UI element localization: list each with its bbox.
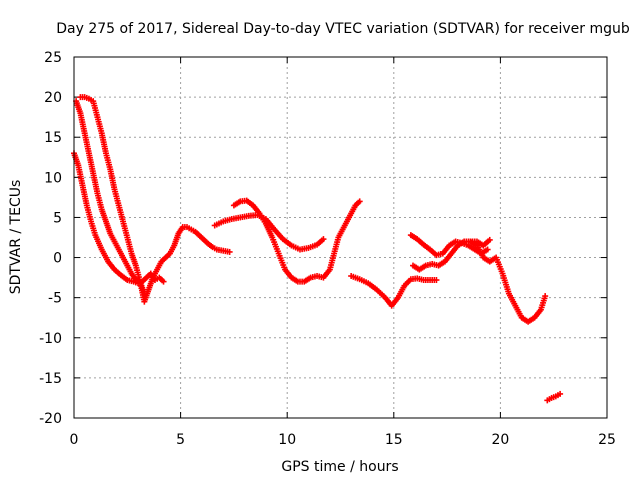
- y-tick-label: 15: [44, 130, 62, 146]
- data-point: [484, 246, 491, 253]
- data-points: [71, 94, 564, 404]
- y-tick-label: -5: [48, 291, 62, 307]
- series-track-8: [409, 238, 549, 325]
- series-track-4: [211, 212, 327, 253]
- y-tick-label: 10: [44, 170, 62, 186]
- y-tick-label: 20: [44, 90, 62, 106]
- x-axis-label: GPS time / hours: [281, 459, 398, 475]
- data-point: [160, 278, 167, 285]
- x-tick-label: 0: [70, 432, 79, 448]
- data-point: [356, 198, 363, 205]
- axis-ticks: 0 5 10 15 20 25 -20 -15 -10 -5 0 5 10 15 20 25: [39, 50, 616, 448]
- series-track-3: [77, 94, 233, 305]
- data-point: [320, 236, 327, 243]
- series-track-10: [544, 390, 564, 404]
- chart-title: Day 275 of 2017, Sidereal Day-to-day VTE…: [56, 21, 630, 37]
- y-tick-label: -10: [39, 331, 62, 347]
- series-track-1: [71, 150, 167, 287]
- y-tick-label: 0: [53, 251, 62, 267]
- data-point: [542, 293, 549, 300]
- x-tick-label: 10: [278, 432, 296, 448]
- series-track-7: [407, 232, 491, 259]
- plot-frame: [73, 56, 608, 419]
- x-tick-label: 15: [385, 432, 403, 448]
- series-track-2: [73, 98, 148, 297]
- y-tick-label: 5: [53, 210, 62, 226]
- grid: [74, 57, 607, 418]
- x-tick-label: 5: [176, 432, 185, 448]
- data-point: [486, 236, 493, 243]
- y-tick-label: -20: [39, 411, 62, 427]
- x-tick-label: 20: [491, 432, 509, 448]
- data-point: [433, 277, 440, 284]
- data-point: [557, 390, 564, 397]
- y-tick-label: -15: [39, 371, 62, 387]
- series-track-5: [230, 197, 363, 285]
- x-tick-label: 25: [598, 432, 616, 448]
- y-axis-label: SDTVAR / TECUs: [8, 180, 24, 295]
- data-point: [226, 248, 233, 255]
- y-tick-label: 25: [44, 50, 62, 66]
- series-track-6: [348, 273, 440, 309]
- series-track-9: [467, 236, 493, 249]
